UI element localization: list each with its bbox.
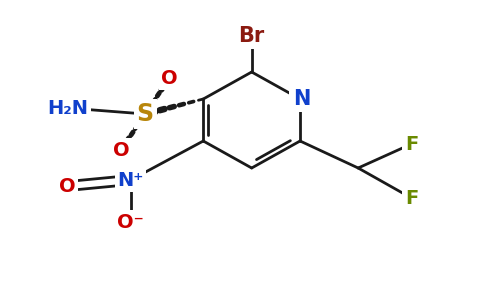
Text: N⁺: N⁺ xyxy=(118,170,144,190)
Text: F: F xyxy=(405,134,418,154)
Text: O: O xyxy=(60,176,76,196)
Text: N: N xyxy=(293,89,311,109)
Text: O: O xyxy=(113,140,129,160)
Text: S: S xyxy=(136,102,154,126)
Text: Br: Br xyxy=(239,26,265,46)
Text: O: O xyxy=(161,68,178,88)
Text: N: N xyxy=(291,89,309,109)
Text: O⁻: O⁻ xyxy=(117,212,144,232)
Text: F: F xyxy=(405,188,418,208)
Text: H₂N: H₂N xyxy=(47,98,88,118)
